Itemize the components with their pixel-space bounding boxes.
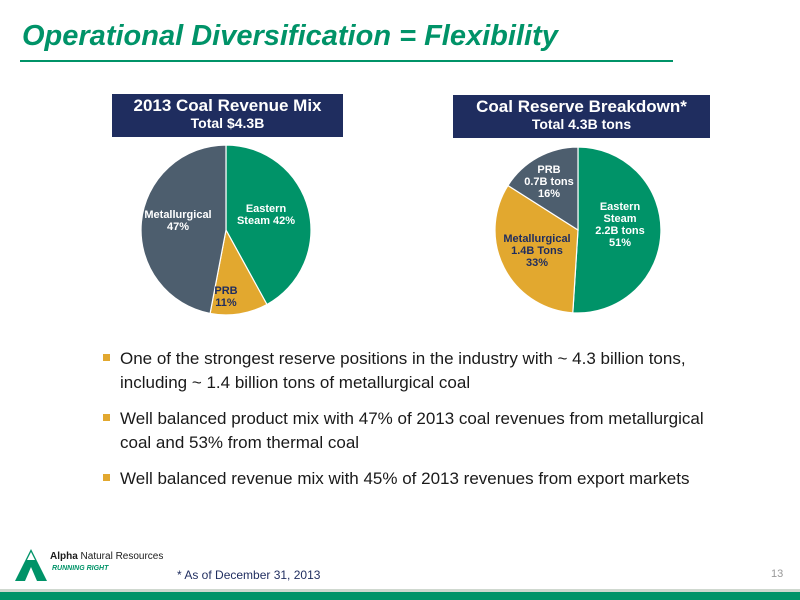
pie-1-label-1: Metallurgical 1.4B Tons 33%	[503, 233, 570, 269]
pie-0-slice-2	[140, 144, 227, 315]
reserve-breakdown-header: Coal Reserve Breakdown* Total 4.3B tons	[453, 95, 710, 138]
reserve-breakdown-subtitle: Total 4.3B tons	[531, 116, 632, 132]
revenue-mix-header: 2013 Coal Revenue Mix Total $4.3B	[112, 94, 343, 137]
page-number: 13	[771, 568, 784, 580]
revenue-mix-title: 2013 Coal Revenue Mix	[133, 96, 322, 115]
bullet-text: Well balanced revenue mix with 45% of 20…	[120, 469, 690, 488]
logo-tagline: RUNNING RIGHT	[52, 565, 109, 572]
slide-title: Operational Diversification = Flexibilit…	[22, 20, 558, 52]
logo-name-bold: Alpha	[50, 551, 78, 562]
pie-0-label-0: Eastern Steam 42%	[237, 203, 295, 227]
bullet-item: Well balanced revenue mix with 45% of 20…	[103, 467, 723, 491]
company-logo: Alpha Natural Resources RUNNING RIGHT	[14, 548, 174, 582]
logo-name-rest: Natural Resources	[77, 551, 164, 562]
bullet-square-icon	[103, 474, 110, 481]
pie-1-slice-2	[507, 146, 579, 232]
bullet-square-icon	[103, 414, 110, 421]
pie-0-slice-0	[225, 144, 312, 306]
title-underline	[20, 60, 673, 62]
reserve-breakdown-title: Coal Reserve Breakdown*	[476, 97, 687, 116]
logo-name: Alpha Natural Resources	[50, 551, 163, 562]
footer-accent-bar	[0, 589, 800, 592]
pie-0-label-1: PRB 11%	[214, 285, 237, 309]
bullet-item: One of the strongest reserve positions i…	[103, 347, 723, 395]
pie-1-label-2: PRB 0.7B tons 16%	[524, 164, 574, 200]
pie-0-label-2: Metallurgical 47%	[144, 209, 211, 233]
pie-1-label-0: Eastern Steam 2.2B tons 51%	[595, 201, 645, 249]
alpha-mountain-icon	[15, 549, 47, 581]
pie-1-slice-0	[572, 146, 662, 314]
bullet-text: One of the strongest reserve positions i…	[120, 349, 686, 392]
footnote: * As of December 31, 2013	[177, 568, 321, 582]
bullet-list: One of the strongest reserve positions i…	[103, 347, 723, 503]
revenue-mix-subtitle: Total $4.3B	[190, 115, 265, 131]
footer-bar	[0, 592, 800, 600]
bullet-square-icon	[103, 354, 110, 361]
bullet-item: Well balanced product mix with 47% of 20…	[103, 407, 723, 455]
bullet-text: Well balanced product mix with 47% of 20…	[120, 409, 704, 452]
